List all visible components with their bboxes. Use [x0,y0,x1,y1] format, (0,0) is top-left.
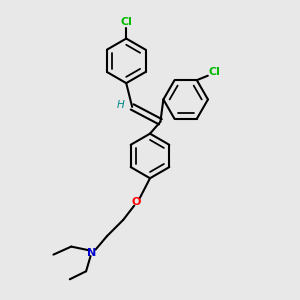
Text: Cl: Cl [209,67,220,77]
Text: H: H [117,100,125,110]
Text: Cl: Cl [120,16,132,27]
Text: N: N [87,248,97,257]
Text: O: O [132,197,141,207]
